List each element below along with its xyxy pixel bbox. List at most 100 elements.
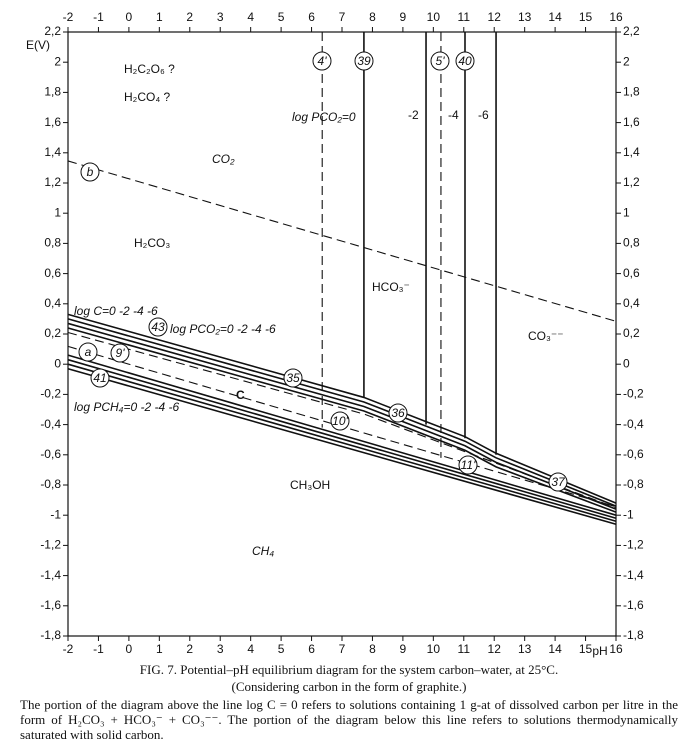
region-label: log PCH₄=0 -2 -4 -6 — [74, 400, 180, 414]
x-tick-label: 5 — [278, 642, 285, 656]
x-tick-label-top: 6 — [308, 10, 315, 24]
circle-label: 40 — [458, 54, 472, 68]
x-tick-label: 16 — [609, 642, 623, 656]
region-label: -2 — [408, 108, 419, 122]
boundary-line — [67, 363, 617, 523]
y-tick-label-right: 1 — [623, 205, 630, 219]
caption-subtitle: (Considering carbon in the form of graph… — [231, 679, 467, 694]
x-tick-label-top: 4 — [247, 10, 254, 24]
x-tick-label: 3 — [217, 642, 224, 656]
x-tick-label-top: 5 — [278, 10, 285, 24]
y-tick-label: -1,6 — [40, 598, 61, 612]
x-tick-label-top: 0 — [126, 10, 133, 24]
y-tick-label-right: -1 — [623, 507, 634, 521]
x-tick-label: -2 — [63, 642, 74, 656]
label-circle — [78, 342, 98, 362]
label-circle — [110, 343, 130, 363]
circle-label: 41 — [93, 371, 106, 385]
y-tick-label-right: -1,8 — [623, 628, 644, 642]
boundary-line — [67, 354, 617, 516]
x-tick-label-top: -1 — [93, 10, 104, 24]
y-tick-label: 1 — [54, 205, 61, 219]
y-tick-label: -1 — [50, 507, 61, 521]
y-tick-label: -0,4 — [40, 417, 61, 431]
label-circle — [283, 368, 303, 388]
label-circle — [90, 368, 110, 388]
x-tick-label-top: 1 — [156, 10, 163, 24]
y-tick-label-right: -1,2 — [623, 538, 644, 552]
region-label: CO₂ — [212, 152, 235, 166]
y-tick-label-right: -1,4 — [623, 568, 644, 582]
caption-title: FIG. 7. Potential–pH equilibrium diagram… — [139, 662, 559, 677]
x-tick-label: 15 — [579, 642, 593, 656]
y-tick-label-right: -1,6 — [623, 598, 644, 612]
label-circle — [148, 317, 168, 337]
y-tick-label-right: 1,6 — [623, 115, 640, 129]
x-tick-label-top: 7 — [339, 10, 346, 24]
caption-note: The portion of the diagram above the lin… — [20, 697, 678, 742]
circle-label: 11' — [461, 458, 476, 472]
y-tick-label: -1,8 — [40, 628, 61, 642]
label-circle — [430, 51, 450, 71]
chart: E(V) pH -2-2-1-1001122334455667788991010… — [26, 10, 644, 658]
label-circle — [458, 455, 478, 475]
x-tick-label: 13 — [518, 642, 532, 656]
circle-label: 39 — [357, 54, 371, 68]
boundary-line — [67, 313, 617, 504]
region-label: H₂C₂O₆ ? — [124, 62, 175, 76]
y-tick-label-right: 0,6 — [623, 266, 640, 280]
boundary-line — [67, 327, 617, 513]
region-label: H₂CO₃ — [134, 236, 170, 250]
circle-label: 37 — [551, 475, 566, 489]
y-tick-label-right: -0,2 — [623, 387, 644, 401]
x-tick-label-top: -2 — [63, 10, 74, 24]
y-axis-label: E(V) — [26, 38, 50, 52]
circle-label: 5' — [436, 54, 446, 68]
x-tick-label-top: 9 — [400, 10, 407, 24]
boundary-line — [67, 318, 617, 507]
region-label: log PCO₂=0 — [292, 110, 356, 124]
circle-label: 4' — [318, 54, 328, 68]
circle-label: 10' — [332, 414, 348, 428]
y-tick-label-right: -0,6 — [623, 447, 644, 461]
region-label: -6 — [478, 108, 489, 122]
x-tick-label: 10 — [427, 642, 441, 656]
x-tick-label: 11 — [458, 642, 471, 656]
x-tick-label: -1 — [93, 642, 104, 656]
x-tick-label: 8 — [369, 642, 376, 656]
y-tick-label-right: 0,4 — [623, 296, 640, 310]
region-label: -4 — [448, 108, 459, 122]
dashed-line — [67, 160, 617, 322]
y-tick-label: 2 — [54, 54, 61, 68]
label-circle — [548, 472, 568, 492]
x-tick-label: 6 — [308, 642, 315, 656]
y-tick-label: 1,4 — [44, 145, 61, 159]
circle-label: 35 — [286, 371, 300, 385]
region-label: C — [236, 388, 245, 402]
region-label: CH₄ — [252, 544, 274, 558]
circle-label: 36 — [391, 406, 405, 420]
x-tick-label: 4 — [247, 642, 254, 656]
y-tick-label-right: 0 — [623, 356, 630, 370]
y-tick-label: 2,2 — [44, 24, 61, 38]
x-tick-label: 14 — [548, 642, 562, 656]
label-circle — [312, 51, 332, 71]
x-tick-label-top: 2 — [186, 10, 193, 24]
y-tick-label-right: 0,8 — [623, 236, 640, 250]
circle-label: a — [85, 345, 92, 359]
circle-label: 9' — [116, 346, 126, 360]
y-tick-label: -0,8 — [40, 477, 61, 491]
y-tick-label: 1,6 — [44, 115, 61, 129]
y-tick-label: -0,6 — [40, 447, 61, 461]
x-tick-label-top: 12 — [488, 10, 502, 24]
y-tick-label: -0,2 — [40, 387, 61, 401]
region-label: HCO₃⁻ — [372, 280, 410, 294]
label-circle — [388, 403, 408, 423]
y-tick-label-right: 1,2 — [623, 175, 640, 189]
x-tick-label-top: 13 — [518, 10, 532, 24]
circle-label: 43 — [151, 320, 165, 334]
boundary-line — [67, 367, 617, 526]
x-tick-label: 0 — [126, 642, 133, 656]
x-tick-label-top: 3 — [217, 10, 224, 24]
